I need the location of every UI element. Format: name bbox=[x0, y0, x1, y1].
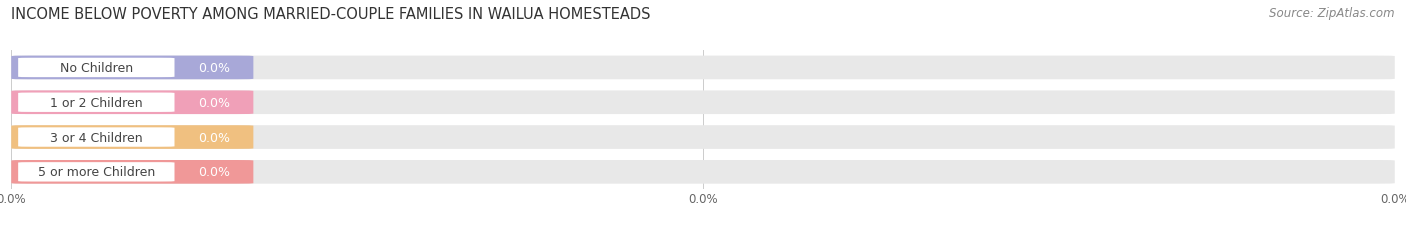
Text: INCOME BELOW POVERTY AMONG MARRIED-COUPLE FAMILIES IN WAILUA HOMESTEADS: INCOME BELOW POVERTY AMONG MARRIED-COUPL… bbox=[11, 7, 651, 22]
Text: Source: ZipAtlas.com: Source: ZipAtlas.com bbox=[1270, 7, 1395, 20]
FancyBboxPatch shape bbox=[18, 128, 174, 147]
FancyBboxPatch shape bbox=[11, 160, 253, 184]
FancyBboxPatch shape bbox=[18, 93, 174, 112]
FancyBboxPatch shape bbox=[18, 58, 174, 78]
Text: 1 or 2 Children: 1 or 2 Children bbox=[51, 96, 142, 109]
FancyBboxPatch shape bbox=[11, 91, 1395, 115]
FancyBboxPatch shape bbox=[11, 126, 1395, 149]
FancyBboxPatch shape bbox=[11, 56, 253, 80]
FancyBboxPatch shape bbox=[11, 126, 253, 149]
Text: 0.0%: 0.0% bbox=[198, 131, 231, 144]
Text: 3 or 4 Children: 3 or 4 Children bbox=[51, 131, 142, 144]
Text: 0.0%: 0.0% bbox=[198, 62, 231, 75]
Text: No Children: No Children bbox=[60, 62, 134, 75]
FancyBboxPatch shape bbox=[11, 56, 1395, 80]
FancyBboxPatch shape bbox=[11, 91, 253, 115]
Text: 0.0%: 0.0% bbox=[198, 166, 231, 179]
FancyBboxPatch shape bbox=[18, 162, 174, 182]
Text: 5 or more Children: 5 or more Children bbox=[38, 166, 155, 179]
FancyBboxPatch shape bbox=[11, 160, 1395, 184]
Text: 0.0%: 0.0% bbox=[198, 96, 231, 109]
